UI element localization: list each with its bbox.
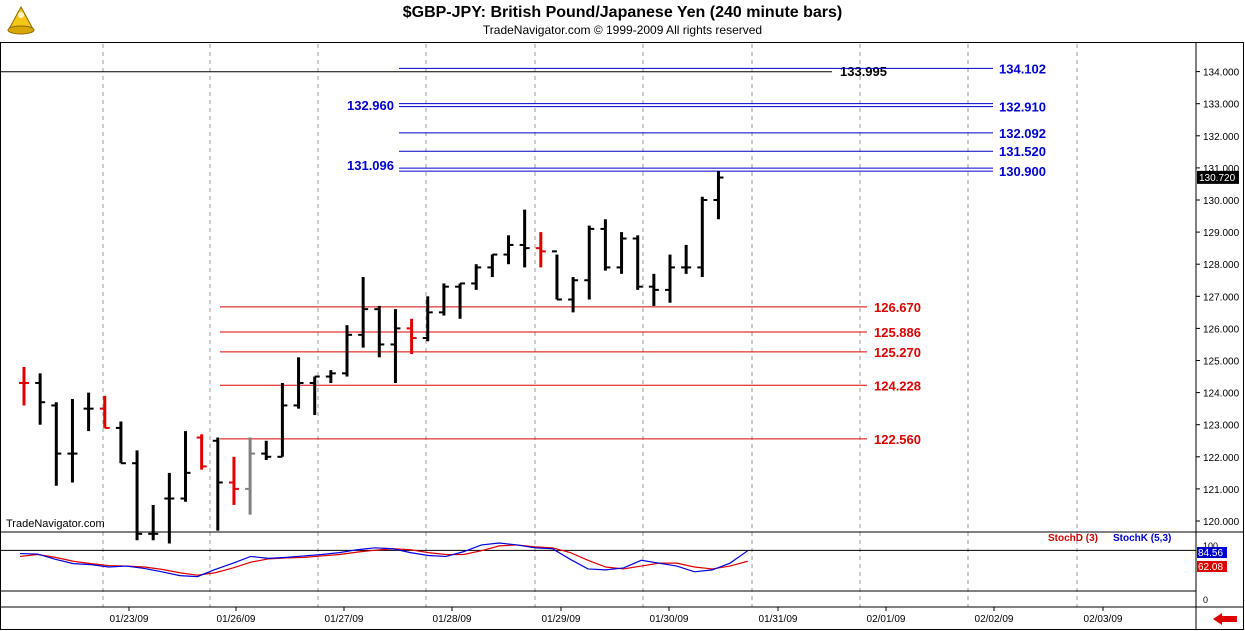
y-tick-label: 133.000 [1203,100,1240,111]
chart-title: $GBP-JPY: British Pound/Japanese Yen (24… [402,4,843,21]
x-tick-label: 01/31/09 [759,614,798,625]
y-tick-label: 124.000 [1203,389,1240,400]
y-tick-label: 125.000 [1203,357,1240,368]
x-tick-label: 01/30/09 [650,614,689,625]
stochd-value: 62.08 [1198,562,1223,573]
gridlines [102,44,1078,607]
y-tick-label: 134.000 [1203,68,1240,79]
x-tick-label: 02/03/09 [1084,614,1123,625]
level-label-blue: 132.092 [999,126,1046,141]
stochd-line [19,544,748,576]
x-tick-label: 02/01/09 [867,614,906,625]
stochk-legend: StochK (5,3) [1113,533,1172,544]
y-tick-label: 129.000 [1203,228,1240,239]
axes: 01/23/09 01/26/09 01/27/09 01/28/09 01/29/09… [0,42,1244,630]
chart-subtitle: TradeNavigator.com © 1999-2009 All right… [482,23,763,37]
x-tick-label: 01/23/09 [110,614,149,625]
tradenavigator-logo-icon [7,5,35,35]
level-label-blue-left: 131.096 [347,158,394,173]
level-label-red: 125.886 [874,325,921,340]
level-label-red: 126.670 [874,300,921,315]
y-tick-label: 128.000 [1203,260,1240,271]
chart-header: $GBP-JPY: British Pound/Japanese Yen (24… [0,4,1245,37]
stochk-value-box [1197,547,1227,558]
x-tick-label: 01/26/09 [217,614,256,625]
last-price-label: 130.720 [1199,173,1236,184]
level-label-red: 122.560 [874,432,921,447]
y-tick-label: 122.000 [1203,453,1240,464]
stochk-line [19,542,749,578]
last-price-box [1197,170,1239,184]
y-tick-label: 121.000 [1203,485,1240,496]
level-label-black: 133.995 [840,64,887,79]
level-label-blue: 130.900 [999,164,1046,179]
x-tick-label: 01/27/09 [325,614,364,625]
level-label-red: 125.270 [874,345,921,360]
x-tick-label: 01/28/09 [433,614,472,625]
y-tick-label: 120.000 [1203,517,1240,528]
levels: 133.995 134.102 132.910 132.092 131.520 130.9… [0,61,1046,447]
y-tick-label: 126.000 [1203,324,1240,335]
level-label-blue: 132.910 [999,100,1046,115]
y-tick-label: 130.000 [1203,196,1240,207]
stochd-value-box [1197,561,1227,572]
y-tick-label: 132.000 [1203,132,1240,143]
y-tick-label: 131.000 [1203,164,1240,175]
stochk-value: 84.56 [1198,548,1223,559]
y-tick-label: 127.000 [1203,292,1240,303]
level-label-blue: 131.520 [999,144,1046,159]
level-label-blue: 134.102 [999,61,1046,76]
scroll-left-arrow-icon[interactable] [1212,612,1238,626]
stoch-axis-0: 0 [1203,595,1208,605]
x-tick-label: 01/29/09 [542,614,581,625]
y-tick-label: 123.000 [1203,421,1240,432]
level-label-blue-left: 132.960 [347,98,394,113]
x-tick-label: 02/02/09 [975,614,1014,625]
level-label-red: 124.228 [874,378,921,393]
stochd-legend: StochD (3) [1048,533,1098,544]
stochastic-panel: 100 0 84.56 62.08 [0,541,1227,605]
chart-frame [0,42,1244,630]
watermark-label: TradeNavigator.com [6,518,105,530]
price-bars [19,171,724,544]
stoch-axis-100: 100 [1203,541,1218,551]
